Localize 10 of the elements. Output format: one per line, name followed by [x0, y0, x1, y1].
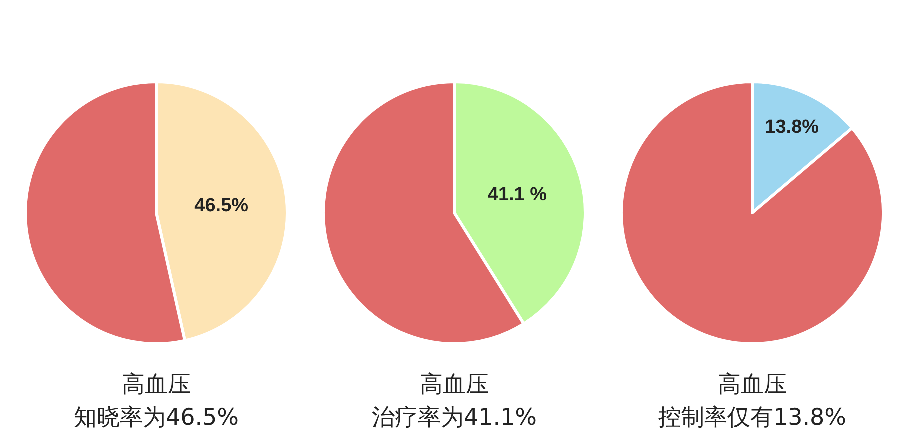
data-label: 46.5%: [194, 195, 249, 216]
text: 控制率仅有13.8%: [658, 405, 847, 431]
text: 治疗率为41.1%: [372, 405, 538, 431]
data-label: 41.1 %: [488, 184, 548, 206]
text: 高血压: [420, 372, 489, 398]
text: 知晓率为46.5%: [74, 405, 240, 431]
pie-slice: [620, 80, 885, 346]
text: 高血压: [122, 372, 191, 398]
data-label: 13.8%: [765, 116, 820, 138]
text: 高血压: [718, 372, 787, 398]
